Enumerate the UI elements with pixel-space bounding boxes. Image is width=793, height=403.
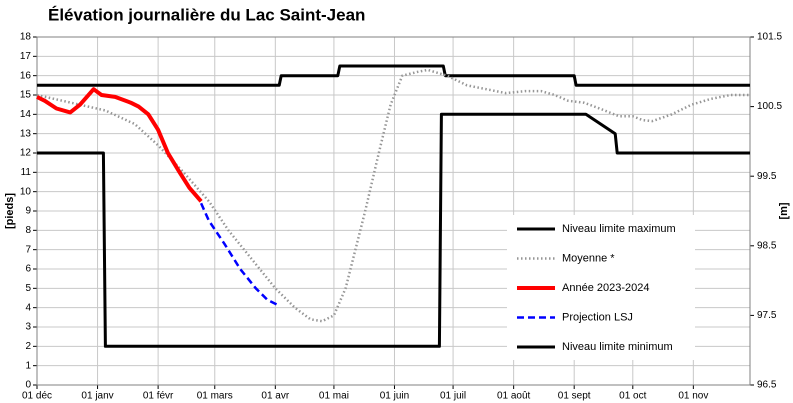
y-tick-label: 12	[20, 148, 32, 159]
y2-tick-label: 98.5	[757, 240, 777, 251]
x-tick-label: 01 juin	[380, 391, 409, 402]
y-tick-label: 15	[20, 90, 32, 101]
y-tick-label: 8	[25, 225, 31, 236]
legend-label: Année 2023-2024	[562, 282, 649, 294]
x-tick-label: 01 avr	[261, 391, 289, 402]
x-tick-label: 01 juil	[440, 391, 466, 402]
y2-axis-title: [m]	[778, 202, 790, 219]
x-tick-label: 01 oct	[619, 391, 646, 402]
y-tick-label: 1	[25, 360, 31, 371]
y-tick-label: 5	[25, 283, 31, 294]
y-tick-label: 16	[20, 70, 32, 81]
y-tick-label: 3	[25, 322, 31, 333]
x-tick-label: 01 sept	[558, 391, 591, 402]
chart-title: Élévation journalière du Lac Saint-Jean	[48, 5, 365, 24]
x-tick-label: 01 janv	[81, 391, 113, 402]
x-tick-label: 01 mars	[197, 391, 233, 402]
y2-tick-label: 99.5	[757, 171, 777, 182]
x-tick-label: 01 mai	[319, 391, 349, 402]
series-line	[36, 87, 203, 203]
y-tick-label: 6	[25, 264, 31, 275]
y2-tick-label: 100.5	[757, 101, 782, 112]
y-tick-label: 13	[20, 128, 32, 139]
x-tick-label: 01 déc	[22, 391, 52, 402]
y2-tick-label: 97.5	[757, 310, 777, 321]
y-tick-label: 9	[25, 206, 31, 217]
y-tick-label: 14	[20, 109, 32, 120]
y-tick-label: 2	[25, 341, 31, 352]
y-tick-label: 11	[21, 167, 32, 178]
y-tick-label: 0	[25, 380, 31, 391]
legend-label: Niveau limite minimum	[562, 341, 673, 353]
series-line	[37, 64, 750, 87]
y-tick-label: 18	[20, 32, 32, 43]
y-axis-title: [pieds]	[4, 193, 16, 229]
legend-label: Moyenne *	[562, 252, 615, 264]
plot-border	[36, 36, 751, 386]
legend-label: Projection LSJ	[562, 311, 633, 323]
y-tick-label: 7	[25, 244, 31, 255]
y-tick-label: 17	[20, 51, 32, 62]
x-tick-label: 01 août	[497, 391, 531, 402]
y2-tick-label: 101.5	[757, 32, 782, 43]
y-tick-label: 10	[20, 186, 32, 197]
y-tick-label: 4	[25, 302, 31, 313]
legend-label: Niveau limite maximum	[562, 223, 676, 235]
series-line	[37, 112, 750, 348]
x-tick-label: 01 févr	[143, 391, 174, 402]
y2-tick-label: 96.5	[757, 380, 777, 391]
x-tick-label: 01 nov	[678, 391, 708, 402]
